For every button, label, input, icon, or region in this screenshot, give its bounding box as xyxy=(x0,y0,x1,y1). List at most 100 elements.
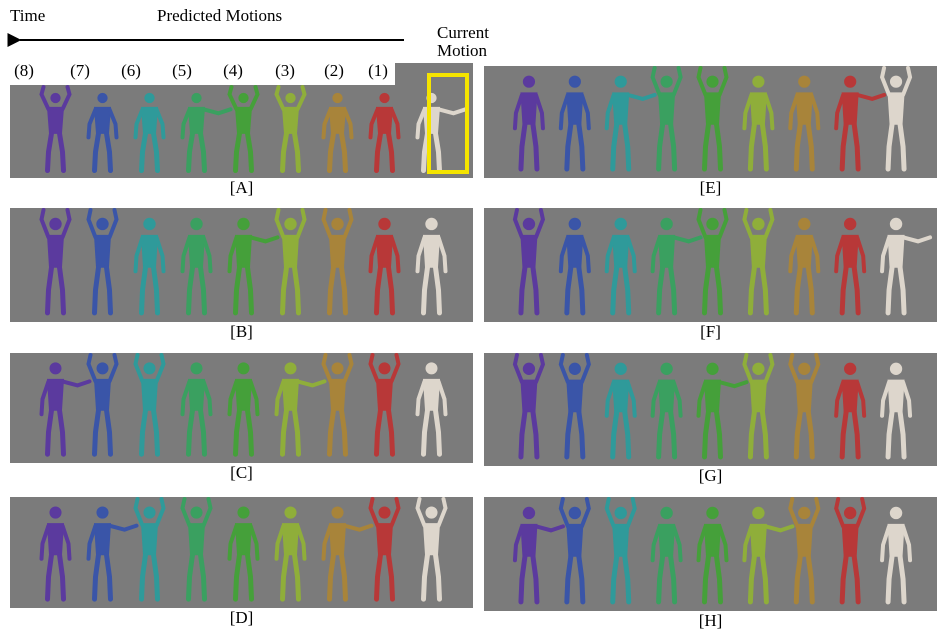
figure-torso xyxy=(330,235,346,267)
figure-torso xyxy=(142,107,158,133)
panel-label: [E] xyxy=(700,178,722,197)
figure-head xyxy=(523,507,534,518)
step-label: (7) xyxy=(70,61,90,80)
figure-head xyxy=(799,507,810,518)
figure-torso xyxy=(705,524,721,556)
figure-torso xyxy=(283,235,299,267)
figure-head xyxy=(615,218,626,229)
panel-label: [D] xyxy=(230,608,254,627)
figure-head xyxy=(890,363,901,374)
current-label: Motion xyxy=(437,41,488,60)
figure-torso xyxy=(750,524,766,556)
figure-head xyxy=(286,93,295,102)
step-label: (5) xyxy=(172,61,192,80)
figure-head xyxy=(426,363,437,374)
figure-head xyxy=(707,76,718,87)
figure-torso xyxy=(377,379,393,410)
figure-head xyxy=(890,507,901,518)
figure-torso xyxy=(705,93,721,124)
figure-torso xyxy=(613,93,629,124)
figure-torso xyxy=(377,235,393,267)
figure-torso xyxy=(842,524,858,556)
figure-head xyxy=(569,507,580,518)
figure-head xyxy=(799,76,810,87)
figure-torso xyxy=(521,235,537,267)
figure-head xyxy=(615,507,626,518)
figure-head xyxy=(379,218,390,229)
step-label: (8) xyxy=(14,61,34,80)
figure-head xyxy=(523,363,534,374)
figure-head xyxy=(238,363,249,374)
figure-head xyxy=(661,218,672,229)
figure-torso xyxy=(842,380,858,412)
current-label: Current xyxy=(437,23,489,42)
figure-head xyxy=(97,363,108,374)
figure-head xyxy=(845,76,856,87)
figure-head xyxy=(98,93,107,102)
figure-torso xyxy=(842,235,858,267)
figure-head xyxy=(661,363,672,374)
figure-head xyxy=(285,363,296,374)
figure-head xyxy=(144,507,155,518)
figure-torso xyxy=(796,380,812,412)
figure-torso xyxy=(283,379,299,410)
figure-torso xyxy=(521,380,537,412)
figure-torso xyxy=(796,524,812,556)
figure-torso xyxy=(521,93,537,124)
figure-head xyxy=(661,507,672,518)
figure-head xyxy=(569,218,580,229)
figure-head xyxy=(753,76,764,87)
panel-label: [H] xyxy=(699,611,723,630)
figure-head xyxy=(332,507,343,518)
figure-head xyxy=(144,363,155,374)
figure-head xyxy=(523,218,534,229)
panels: [A][B][C][D][E][F][G][H] xyxy=(10,63,937,630)
figure-torso xyxy=(424,235,440,267)
figure-torso xyxy=(659,524,675,556)
panel-label: [F] xyxy=(700,322,721,341)
figure-torso xyxy=(750,93,766,124)
figure-torso xyxy=(796,235,812,267)
figure-torso xyxy=(613,235,629,267)
figure-torso xyxy=(330,107,346,133)
figure-head xyxy=(753,507,764,518)
figure-head xyxy=(844,507,855,518)
panel-label: [B] xyxy=(230,322,253,341)
figure-head xyxy=(238,218,249,229)
figure-torso xyxy=(567,524,583,556)
figure-head xyxy=(380,93,389,102)
figure-head xyxy=(753,218,764,229)
figure-torso xyxy=(888,524,904,556)
figure-torso xyxy=(95,107,111,133)
figure-head xyxy=(191,218,202,229)
predicted-label: Predicted Motions xyxy=(157,6,282,25)
figure-head xyxy=(661,76,672,87)
step-label: (4) xyxy=(223,61,243,80)
figure-torso xyxy=(796,93,812,124)
step-label: (1) xyxy=(368,61,388,80)
figure-head xyxy=(379,507,390,518)
figure-torso xyxy=(236,107,252,133)
figure-head xyxy=(844,218,855,229)
figure-head xyxy=(569,363,580,374)
figure-head xyxy=(426,507,437,518)
figure-torso xyxy=(521,524,537,556)
figure-head xyxy=(753,363,764,374)
figure-torso xyxy=(705,235,721,267)
figure-torso xyxy=(888,93,904,124)
figure-head xyxy=(192,93,201,102)
time-label: Time xyxy=(10,6,45,25)
figure-head xyxy=(707,507,718,518)
figure-torso xyxy=(95,379,111,410)
figure-head xyxy=(332,363,343,374)
figure-head xyxy=(51,93,60,102)
figure-torso xyxy=(750,235,766,267)
figure-torso xyxy=(48,107,64,133)
figure-head xyxy=(239,93,248,102)
figure-head xyxy=(615,76,626,87)
figure-head xyxy=(97,218,108,229)
figure-torso xyxy=(189,524,205,555)
figure-torso xyxy=(659,93,675,124)
figure-torso xyxy=(330,524,346,555)
figure-head xyxy=(144,218,155,229)
